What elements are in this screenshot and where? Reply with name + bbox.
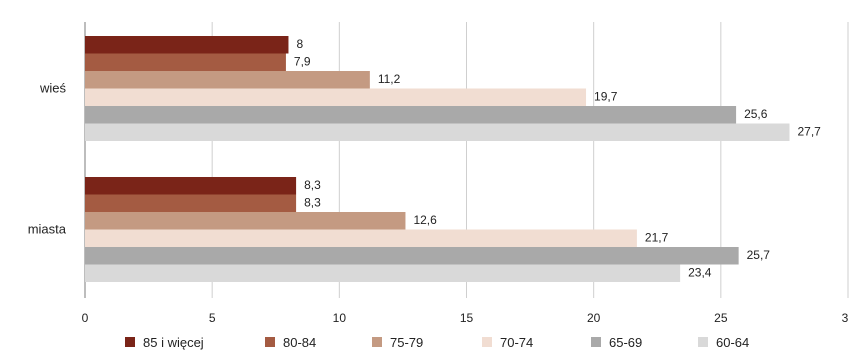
bar-0-0 (85, 36, 289, 54)
bar-1-0 (85, 177, 297, 195)
legend-swatch-1 (265, 337, 275, 347)
legend-swatch-4 (591, 337, 601, 347)
bar-0-3 (85, 88, 587, 106)
bar-1-2 (85, 212, 406, 230)
legend-swatch-5 (698, 337, 708, 347)
legend-swatch-3 (482, 337, 492, 347)
x-tick-label-6: 3 (842, 311, 849, 325)
value-label-0-2: 11,2 (378, 72, 401, 86)
legend-label-5: 60-64 (716, 335, 749, 350)
x-tick-label-0: 0 (82, 311, 89, 325)
value-label-1-4: 25,7 (747, 248, 771, 262)
bar-0-5 (85, 123, 790, 141)
x-tick-label-4: 20 (587, 311, 601, 325)
legend-label-3: 70-74 (500, 335, 533, 350)
x-tick-label-2: 10 (333, 311, 347, 325)
legend-label-4: 65-69 (609, 335, 642, 350)
legend-swatch-0 (125, 337, 135, 347)
value-label-1-3: 21,7 (645, 231, 669, 245)
legend-swatch-2 (372, 337, 382, 347)
x-tick-label-1: 5 (209, 311, 216, 325)
bar-0-4 (85, 106, 737, 124)
x-tick-label-3: 15 (460, 311, 474, 325)
legend-label-0: 85 i więcej (143, 335, 204, 350)
bar-0-1 (85, 53, 286, 71)
category-label-1: miasta (28, 222, 67, 237)
bar-1-3 (85, 229, 637, 247)
value-label-0-5: 27,7 (798, 125, 822, 139)
x-tick-label-5: 25 (714, 311, 728, 325)
value-label-1-1: 8,3 (304, 196, 321, 210)
value-label-0-4: 25,6 (744, 107, 768, 121)
value-label-0-1: 7,9 (294, 55, 311, 69)
legend-label-1: 80-84 (283, 335, 316, 350)
bar-1-1 (85, 194, 297, 212)
bar-0-2 (85, 71, 370, 89)
value-label-1-0: 8,3 (304, 178, 321, 192)
value-label-1-5: 23,4 (688, 266, 712, 280)
value-label-1-2: 12,6 (413, 213, 437, 227)
category-label-0: wieś (39, 81, 67, 96)
legend-label-2: 75-79 (390, 335, 423, 350)
bar-1-5 (85, 264, 681, 282)
value-label-0-3: 19,7 (594, 90, 618, 104)
value-label-0-0: 8 (296, 37, 303, 51)
bar-1-4 (85, 247, 739, 265)
